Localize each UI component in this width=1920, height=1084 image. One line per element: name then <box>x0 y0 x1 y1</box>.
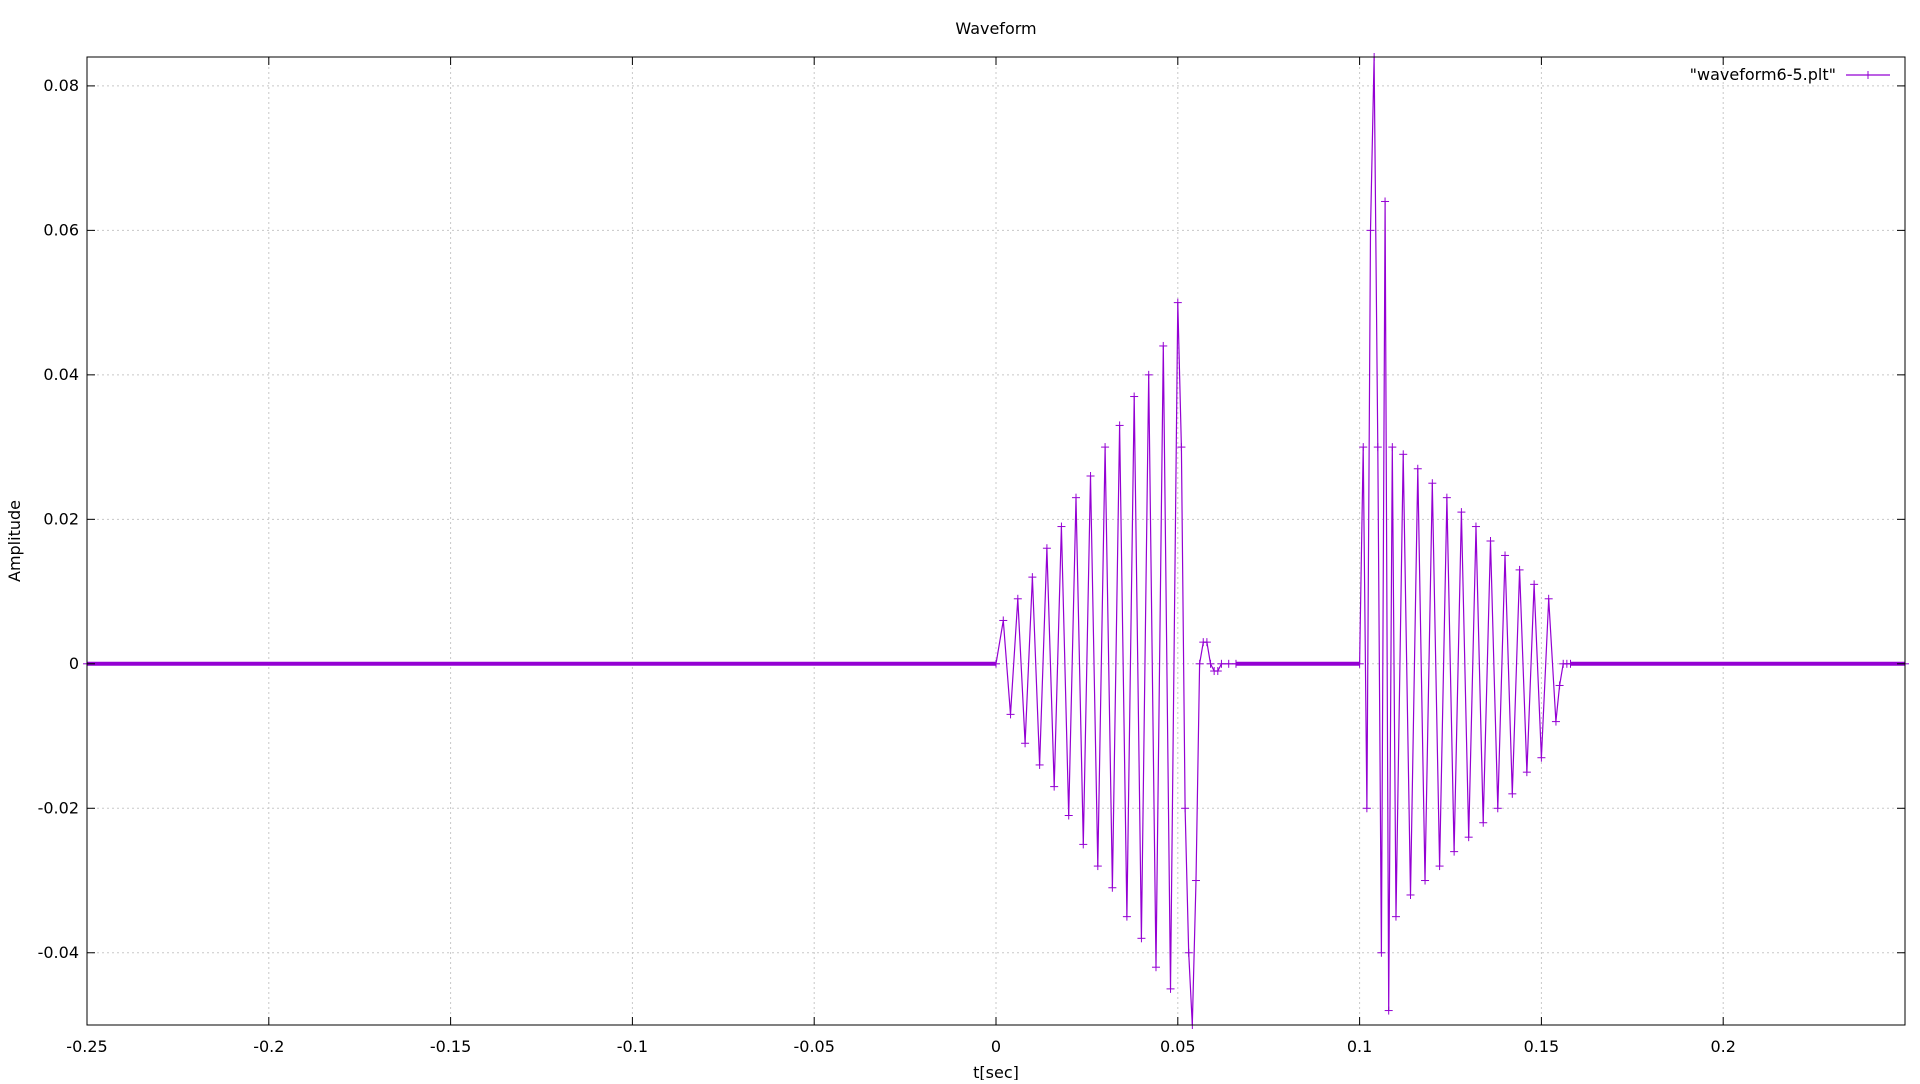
data-point-marker <box>1064 811 1073 820</box>
data-point-marker <box>1508 789 1517 798</box>
data-point-marker <box>1173 298 1182 307</box>
chart-title: Waveform <box>955 19 1036 38</box>
data-point-marker <box>1442 493 1451 502</box>
x-tick-label: 0.05 <box>1160 1037 1196 1056</box>
grid-lines <box>86 57 1905 1025</box>
data-point-marker <box>1057 522 1066 531</box>
data-point-marker <box>1522 768 1531 777</box>
series-markers <box>83 53 1909 1029</box>
x-axis-label: t[sec] <box>973 1063 1019 1080</box>
data-point-marker <box>1206 659 1215 668</box>
x-tick-label: 0.2 <box>1710 1037 1735 1056</box>
data-point-marker <box>1137 934 1146 943</box>
y-axis-label: Amplitude <box>5 500 24 582</box>
data-point-marker <box>1421 876 1430 885</box>
data-point-marker <box>1555 681 1564 690</box>
x-tick-label: -0.05 <box>793 1037 834 1056</box>
data-point-marker <box>1050 782 1059 791</box>
data-point-marker <box>1537 753 1546 762</box>
data-point-marker <box>1151 963 1160 972</box>
data-point-marker <box>1177 443 1186 452</box>
data-point-marker <box>1391 912 1400 921</box>
data-point-marker <box>1108 883 1117 892</box>
data-point-marker <box>1224 659 1233 668</box>
data-point-marker <box>1202 638 1211 647</box>
data-point-marker <box>1373 443 1382 452</box>
data-point-marker <box>1181 804 1190 813</box>
legend: "waveform6-5.plt" <box>1690 65 1890 84</box>
data-point-marker <box>1366 226 1375 235</box>
data-point-marker <box>1464 833 1473 842</box>
data-point-marker <box>1122 912 1131 921</box>
data-point-marker <box>1217 659 1226 668</box>
data-point-marker <box>1450 847 1459 856</box>
data-point-marker <box>1381 197 1390 206</box>
data-point-marker <box>1399 450 1408 459</box>
data-point-marker <box>1093 862 1102 871</box>
data-point-marker <box>1115 421 1124 430</box>
data-point-marker <box>1384 1006 1393 1015</box>
y-tick-label: 0.04 <box>43 365 79 384</box>
data-point-marker <box>1530 580 1539 589</box>
x-tick-label: -0.15 <box>430 1037 471 1056</box>
x-tick-label: -0.1 <box>617 1037 648 1056</box>
data-point-marker <box>1359 443 1368 452</box>
data-point-marker <box>1184 948 1193 957</box>
y-tick-label: 0.08 <box>43 76 79 95</box>
data-point-marker <box>1071 493 1080 502</box>
data-point-marker <box>1515 565 1524 574</box>
data-point-marker <box>1486 537 1495 545</box>
x-tick-label: -0.2 <box>253 1037 284 1056</box>
data-point-marker <box>1457 508 1466 517</box>
data-point-marker <box>1471 522 1480 531</box>
axis-ticks: -0.25 -0.2 -0.15 -0.1 -0.05 0 0.05 0.1 0.15 0.2 -0… <box>38 57 1905 1056</box>
data-point-marker <box>1013 594 1022 603</box>
y-tick-label: 0 <box>69 654 79 673</box>
x-tick-label: 0 <box>991 1037 1001 1056</box>
series-layer <box>83 53 1909 1029</box>
legend-marker <box>1864 71 1872 79</box>
y-tick-label: 0.02 <box>43 509 79 528</box>
y-tick-label: 0.06 <box>43 220 79 239</box>
data-point-marker <box>1035 760 1044 769</box>
x-tick-label: 0.15 <box>1524 1037 1560 1056</box>
data-point-marker <box>1079 840 1088 849</box>
y-tick-label: -0.04 <box>38 943 79 962</box>
data-point-marker <box>1493 804 1502 813</box>
data-point-marker <box>1144 370 1153 379</box>
data-point-marker <box>1413 464 1422 473</box>
data-point-marker <box>1042 544 1051 553</box>
data-point-marker <box>1006 710 1015 719</box>
data-point-marker <box>1428 479 1437 488</box>
data-point-marker <box>1479 818 1488 827</box>
legend-entry-label: "waveform6-5.plt" <box>1690 65 1836 84</box>
x-tick-label: -0.25 <box>66 1037 107 1056</box>
data-point-marker <box>1501 551 1510 560</box>
data-point-marker <box>1406 890 1415 899</box>
data-point-marker <box>1021 739 1030 748</box>
data-point-marker <box>1213 667 1222 676</box>
data-point-marker <box>1101 443 1110 452</box>
data-point-marker <box>1377 948 1386 957</box>
data-point-marker <box>1191 876 1200 885</box>
data-point-marker <box>1159 341 1168 350</box>
data-point-marker <box>1388 443 1397 452</box>
data-point-marker <box>1195 659 1204 668</box>
data-point-marker <box>1086 471 1095 480</box>
data-point-marker <box>999 616 1008 625</box>
data-point-marker <box>1130 392 1139 401</box>
data-point-marker <box>1544 594 1553 603</box>
data-point-marker <box>1362 804 1371 813</box>
y-tick-label: -0.02 <box>38 798 79 817</box>
data-point-marker <box>1435 862 1444 871</box>
x-tick-label: 0.1 <box>1347 1037 1372 1056</box>
data-point-marker <box>1028 573 1037 582</box>
data-point-marker <box>1166 984 1175 993</box>
data-point-marker <box>1551 717 1560 726</box>
